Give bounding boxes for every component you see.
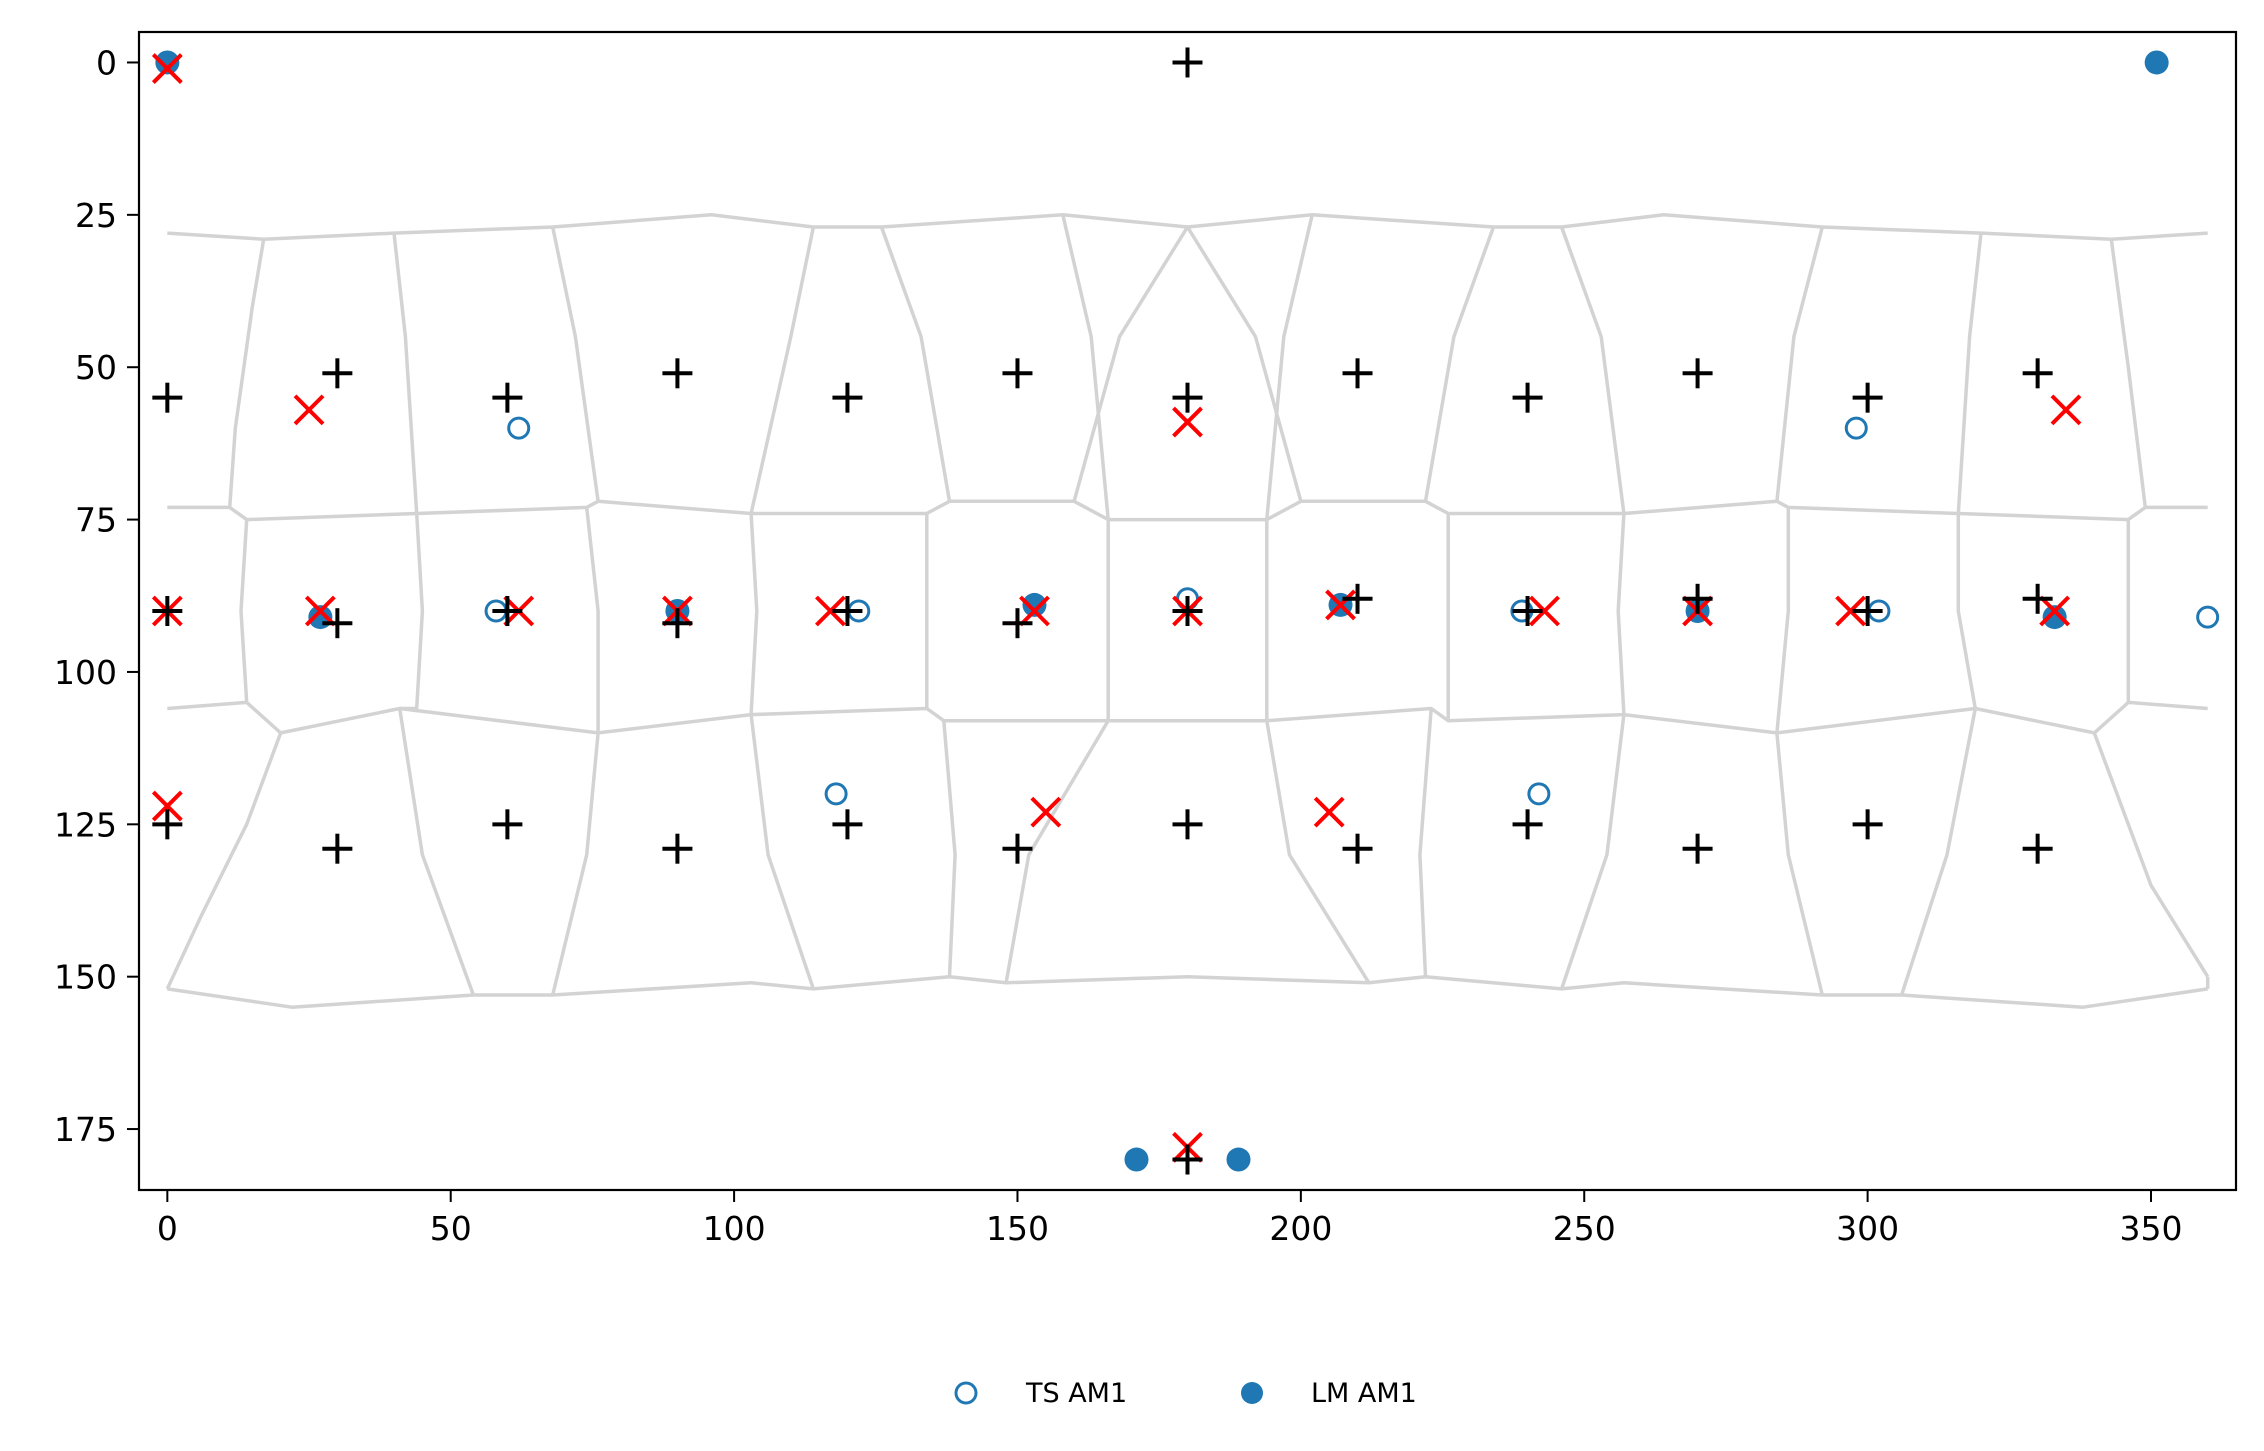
cell-boundary-line <box>241 520 247 703</box>
cell-boundary-line <box>167 501 2207 519</box>
cell-boundary-line <box>751 227 813 514</box>
plus-point <box>1343 358 1373 388</box>
x-cross-point <box>295 396 323 424</box>
cell-boundary-line <box>2111 239 2145 507</box>
cell-boundary-line <box>1777 227 1822 501</box>
cell-boundary-line <box>1777 733 1822 995</box>
cell-boundary-line <box>1958 233 1981 513</box>
x-cross-point <box>1315 798 1343 826</box>
y-tick-label: 75 <box>75 501 117 540</box>
plus-point <box>492 809 522 839</box>
ts-am1-point <box>1846 418 1866 438</box>
legend-ts-am1-label: TS AM1 <box>1025 1378 1127 1409</box>
y-tick-label: 25 <box>75 196 117 235</box>
cell-boundary-line <box>1063 215 1108 520</box>
x-tick-label: 200 <box>1269 1209 1332 1248</box>
cell-boundary-line <box>1420 709 1431 977</box>
cell-boundary-line <box>553 733 598 995</box>
cell-boundary-line <box>1958 514 1975 709</box>
cell-boundary-line <box>751 715 813 989</box>
plus-point <box>2023 834 2053 864</box>
ts-am1-point <box>826 784 846 804</box>
cell-boundary-line <box>882 227 950 501</box>
plus-point <box>1683 834 1713 864</box>
lm-am1-point <box>1227 1148 1251 1172</box>
cell-boundary-line <box>1006 721 1108 983</box>
cell-boundary-line <box>751 514 757 715</box>
x-tick-label: 100 <box>703 1209 766 1248</box>
plus-point <box>662 358 692 388</box>
x-tick-label: 150 <box>986 1209 1049 1248</box>
plus-point <box>152 383 182 413</box>
y-tick-label: 150 <box>54 958 117 997</box>
cell-boundary-line <box>944 721 955 977</box>
legend-ts-am1-marker <box>956 1383 976 1403</box>
cell-boundary-line <box>1074 227 1187 501</box>
legend: TS AM1 LM AM1 <box>956 1378 1417 1409</box>
cell-boundary-line <box>400 514 423 709</box>
y-tick-label: 100 <box>54 653 117 692</box>
cell-boundary-line <box>400 709 474 996</box>
cell-boundary-line <box>587 507 598 733</box>
plus-point <box>1173 383 1203 413</box>
plus-point <box>492 383 522 413</box>
lm-am1-point <box>2145 50 2169 74</box>
ts-am1-point <box>1529 784 1549 804</box>
y-tick-label: 175 <box>54 1110 117 1149</box>
cell-boundary-line <box>167 702 2207 733</box>
cell-boundary-line <box>1562 715 1624 989</box>
x-tick-label: 50 <box>430 1209 472 1248</box>
cell-boundary-line <box>1618 514 1624 715</box>
cell-boundary-line <box>1267 721 1369 983</box>
legend-lm-am1-label: LM AM1 <box>1311 1378 1417 1409</box>
cell-boundary-line <box>230 239 264 507</box>
cell-boundary-line <box>1188 227 1301 501</box>
plus-point <box>1853 383 1883 413</box>
y-tick-label: 0 <box>96 43 117 82</box>
cell-boundary-line <box>553 227 598 501</box>
cell-boundary-line <box>167 733 280 989</box>
plus-point <box>1513 596 1543 626</box>
plus-point <box>662 834 692 864</box>
cell-boundary-line <box>1777 507 1788 733</box>
plus-point <box>1173 809 1203 839</box>
cell-boundary-line <box>2094 733 2207 977</box>
x-tick-label: 250 <box>1553 1209 1616 1248</box>
plus-point <box>1513 383 1543 413</box>
plus-point <box>2023 358 2053 388</box>
cell-boundary-line <box>1426 227 1494 501</box>
plus-point <box>1173 1145 1203 1175</box>
y-tick-label: 125 <box>54 805 117 844</box>
x-tick-label: 350 <box>2119 1209 2182 1248</box>
plus-point <box>1683 358 1713 388</box>
ts-am1-point <box>509 418 529 438</box>
lm-am1-point <box>1124 1148 1148 1172</box>
cell-boundary-line <box>1562 227 1624 514</box>
plus-point <box>832 809 862 839</box>
x-tick-label: 0 <box>157 1209 178 1248</box>
plus-point <box>1513 809 1543 839</box>
plus-point <box>1173 47 1203 77</box>
ts-am1-point <box>2198 607 2218 627</box>
axis-ticks: 0 50 100 150 200 250 300 350 0 25 50 75 100 125 150 175 <box>54 43 2182 1248</box>
plus-point <box>1853 809 1883 839</box>
x-cross-point <box>2052 396 2080 424</box>
y-tick-label: 50 <box>75 348 117 387</box>
legend-lm-am1-marker <box>1241 1382 1263 1404</box>
plus-point <box>832 383 862 413</box>
plus-point <box>322 358 352 388</box>
plus-point <box>1002 358 1032 388</box>
plus-point <box>1343 834 1373 864</box>
x-tick-label: 300 <box>1836 1209 1899 1248</box>
data-points <box>152 47 2217 1174</box>
plus-point <box>322 834 352 864</box>
cell-boundary-line <box>1902 709 1976 996</box>
cell-boundary-line <box>1267 215 1312 520</box>
cell-boundary-line <box>394 233 417 513</box>
